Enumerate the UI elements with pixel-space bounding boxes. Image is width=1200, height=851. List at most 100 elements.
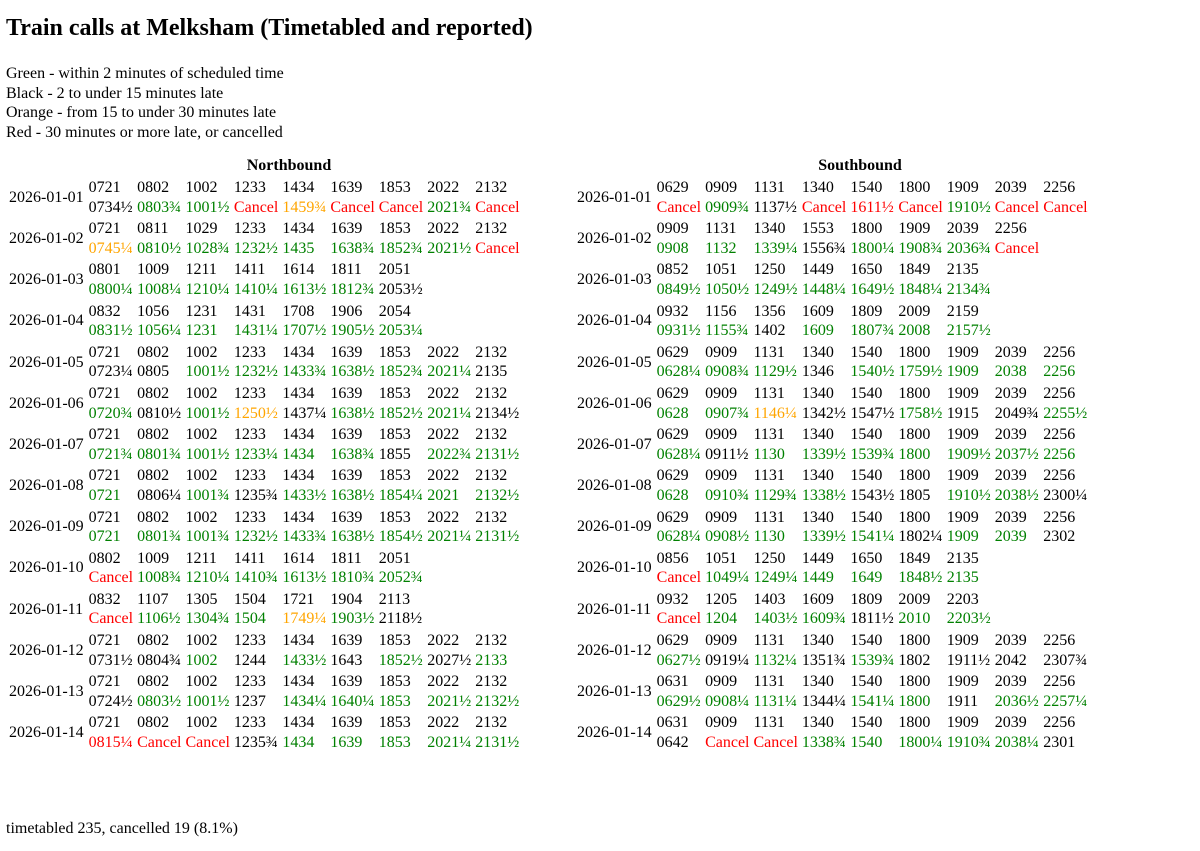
call-cell: 1800 1800¼	[897, 713, 943, 752]
actual-time: 0721	[88, 528, 121, 546]
call-cell: 0629 0628	[656, 384, 702, 423]
call-cell: 1909 1908¾	[897, 219, 943, 258]
scheduled-time: 2113	[378, 590, 411, 608]
call-cell: 1434 1435	[281, 219, 327, 258]
actual-time: 1638½	[330, 486, 375, 504]
scheduled-time: 2132	[475, 384, 508, 402]
call-cell: 2039 2038½	[994, 466, 1040, 505]
scheduled-time: 1909	[946, 508, 979, 526]
scheduled-time: 2022	[427, 426, 460, 444]
call-cell: 0631 0629½	[656, 672, 702, 711]
actual-time: 1540	[850, 734, 883, 752]
scheduled-time: 1131	[753, 508, 785, 526]
scheduled-time: 1205	[705, 590, 738, 608]
row-date: 2026-01-07	[577, 435, 652, 453]
table-row: 2026-01-04 0932 0931½ 1156 1155¾ 1356 1402 1609…	[576, 302, 1089, 341]
actual-time: 1853	[378, 734, 411, 752]
call-cell: 1809 1807¾	[849, 302, 895, 341]
actual-time: 0910¾	[705, 486, 750, 504]
call-cell: 1233 1235¾	[233, 713, 279, 752]
call-cell: 1800 1800	[897, 425, 943, 464]
scheduled-time: 0721	[88, 714, 121, 732]
call-cell: 1909 1910½	[946, 178, 992, 217]
call-cell: 2256 Cancel	[1042, 178, 1088, 217]
actual-time: 1800	[898, 445, 931, 463]
actual-time: 1249½	[753, 280, 798, 298]
actual-time: 1434	[282, 734, 315, 752]
scheduled-time: 1906	[330, 302, 363, 320]
call-cell: 2132 2132½	[474, 466, 520, 505]
scheduled-time: 0629	[656, 467, 689, 485]
table-row: 2026-01-13 0721 0724½ 0802 0803½ 1002 1001½ 123…	[8, 672, 521, 711]
actual-time: 0628¼	[656, 528, 701, 546]
actual-time: 0724½	[88, 692, 133, 710]
call-cell: 1853 1854½	[378, 508, 424, 547]
scheduled-time: 1434	[282, 220, 315, 238]
actual-time: 2131½	[475, 734, 520, 752]
scheduled-time: 0802	[137, 508, 170, 526]
scheduled-time: 2039	[994, 508, 1027, 526]
actual-time: 1908¾	[898, 239, 943, 257]
row-date: 2026-01-02	[577, 229, 652, 247]
call-cell: 1434 1434	[281, 713, 327, 752]
actual-time: 1758½	[898, 404, 943, 422]
actual-time: 1802¼	[898, 528, 943, 546]
scheduled-time: 1340	[801, 673, 834, 691]
call-cell: 1540 1541¼	[849, 508, 895, 547]
timetable-area: Northbound 2026-01-01 0721 0734½ 0802 0803¾ 1…	[6, 156, 1194, 806]
actual-time: 1204	[705, 610, 738, 628]
actual-time: 2027½	[427, 651, 472, 669]
actual-time: 1008¼	[137, 280, 182, 298]
call-cell: 1434 1459¾	[281, 178, 327, 217]
scheduled-time: 1029	[185, 220, 218, 238]
call-cell: 1051 1049¼	[704, 549, 750, 588]
row-date: 2026-01-03	[577, 271, 652, 289]
call-cell: 1340 1351¾	[801, 631, 847, 670]
actual-time: 1855	[378, 445, 411, 463]
scheduled-time: 0932	[656, 302, 689, 320]
call-cell: 1340 1339½	[801, 425, 847, 464]
scheduled-time: 1340	[801, 632, 834, 650]
scheduled-time: 1434	[282, 673, 315, 691]
call-cell: 0721 0724½	[88, 672, 134, 711]
actual-time: 1403½	[753, 610, 798, 628]
table-row: 2026-01-09 0629 0628¼ 0909 0908½ 1131 1130 1340…	[576, 508, 1089, 547]
call-cell: 1131 1130	[753, 508, 799, 547]
scheduled-time: 2132	[475, 632, 508, 650]
scheduled-time: 0721	[88, 467, 121, 485]
scheduled-time: 0811	[137, 220, 169, 238]
actual-time: 1431¼	[233, 322, 278, 340]
scheduled-time: 0909	[705, 508, 738, 526]
actual-time: 1640¼	[330, 692, 375, 710]
scheduled-time: 0802	[137, 467, 170, 485]
call-cell: 1639 1638½	[329, 384, 375, 423]
scheduled-time: 1639	[330, 508, 363, 526]
call-cell: 1002 Cancel	[185, 713, 231, 752]
call-cell: 1131 Cancel	[753, 713, 799, 752]
scheduled-time: 1340	[753, 220, 786, 238]
scheduled-time: 1540	[850, 508, 883, 526]
actual-time: 1137½	[753, 198, 797, 216]
scheduled-time: 2039	[994, 673, 1027, 691]
scheduled-time: 1639	[330, 384, 363, 402]
actual-time: 1638¾	[330, 445, 375, 463]
scheduled-time: 1107	[137, 590, 169, 608]
scheduled-time: 0909	[705, 673, 738, 691]
actual-time: 1611½	[850, 198, 894, 216]
actual-time: 2131½	[475, 528, 520, 546]
actual-time: 1434¼	[282, 692, 327, 710]
call-cell: 1131 1137½	[753, 178, 799, 217]
call-cell: 1909 1909	[946, 343, 992, 382]
actual-time: 2021	[427, 486, 460, 504]
actual-time: 1909½	[946, 445, 991, 463]
row-date: 2026-01-06	[9, 394, 84, 412]
row-date: 2026-01-09	[577, 518, 652, 536]
scheduled-time: 1002	[185, 467, 218, 485]
actual-time: 2021½	[427, 692, 472, 710]
scheduled-time: 1002	[185, 384, 218, 402]
actual-time: 2038	[994, 363, 1027, 381]
call-cell: 1609 1609¾	[801, 590, 847, 629]
call-cell: 1029 1028¾	[185, 219, 231, 258]
scheduled-time: 1250	[753, 261, 786, 279]
call-cell: 0802 0810½	[136, 384, 182, 423]
